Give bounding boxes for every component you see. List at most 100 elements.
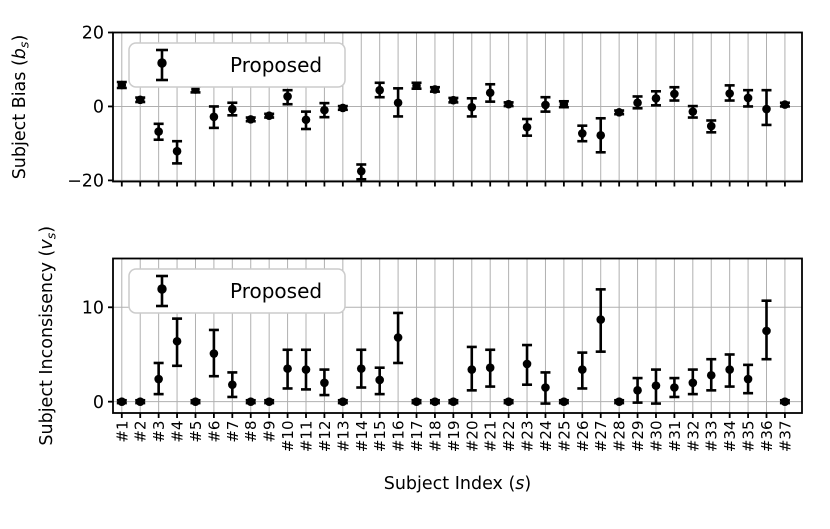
errorbar-point [172,317,183,368]
axes-spines [112,257,803,414]
legend-label: Proposed [230,279,322,303]
x-tick-label: #5 [187,421,205,443]
errorbar-point [687,104,698,119]
errorbar-point [411,397,422,406]
legend: Proposed [128,42,346,88]
x-tick-label: #26 [574,421,592,453]
errorbar-point [503,397,514,406]
errorbar-point [761,299,772,361]
x-tick-label: #28 [611,421,629,453]
x-tick-label: #17 [408,421,426,453]
x-tick-label: #9 [261,421,279,443]
errorbar-point [485,82,496,103]
errorbar-point [393,87,404,118]
errorbar-point [264,397,275,406]
x-tick-label: #27 [592,421,610,453]
y-tick-label: 0 [93,393,104,413]
x-tick-label: #6 [205,421,223,443]
x-tick-label: #7 [224,421,242,443]
legend-label: Proposed [230,53,322,77]
x-tick-label: #12 [316,421,334,453]
errorbar-point [522,343,533,386]
x-tick-label: #31 [666,421,684,453]
errorbar-point [227,371,238,399]
errorbar-point [632,376,643,404]
y-tick-label: 20 [82,24,104,44]
x-tick-label: #23 [519,421,537,453]
errorbar-point [337,397,348,406]
errorbar-point [577,124,588,143]
errorbar-point [503,99,514,109]
errorbar-point [301,110,311,131]
x-tick-label: #16 [390,421,408,453]
errorbar-point [374,81,385,99]
errorbar-point [319,101,330,119]
errorbar-point [485,348,496,388]
errorbar-point [153,361,164,396]
errorbar-point [301,348,311,391]
subject-inconsistency-plot: Proposed 10 0 Subject Inconsisency (vs) [37,226,803,446]
x-tick-label: #3 [150,421,168,443]
errorbar-point [208,328,219,378]
y-tick-label: 10 [82,298,104,318]
errorbar-point [411,81,422,91]
errorbar-point [208,105,219,130]
errorbar-point [614,397,625,406]
errorbar-point [687,368,698,396]
x-ticks [120,413,786,418]
x-tick-label: #20 [463,421,481,453]
x-tick-label: #8 [242,421,260,443]
errorbar-point [614,108,625,117]
errorbar-point [337,103,348,113]
errorbar-point [116,397,127,406]
x-tick-label: #35 [740,421,758,453]
x-tick-label: #21 [482,421,500,453]
x-tick-label: #22 [500,421,518,453]
errorbar-point [116,80,127,90]
x-tick-label: #10 [279,421,297,453]
errorbar-point [595,288,606,353]
x-tick-label: #18 [426,421,444,453]
errorbar-point [669,85,680,102]
y-tick-label: −20 [67,172,104,192]
errorbar-point [356,163,367,181]
errorbar-point [540,371,551,405]
errorbar-point [448,397,459,406]
x-tick-label: #13 [334,421,352,453]
x-tick-label: #4 [169,421,187,443]
errorbar-point [650,368,661,405]
x-tick-label: #36 [758,421,776,453]
errorbar-point [319,368,330,397]
errorbar-point [669,376,680,399]
legend-errorbar-icon [156,48,168,82]
errorbar-point [245,115,256,124]
errorbar-point [650,89,661,107]
x-tick-label: #37 [776,421,794,453]
y-tick-label: 0 [93,98,104,118]
errorbar-point [632,95,643,110]
x-tick-label: #25 [555,421,573,453]
errorbar-point [282,88,293,106]
errorbar-point [135,95,146,105]
subject-bias-plot: Proposed 20 0 −20 Subject Bias (bs) [10,24,803,192]
errorbar-point [706,357,717,392]
x-tick-labels: #1 #2 #3 #4 #5 #6 #7 #8 #9 #10 #11 #12 #13 #14 #15 #16 #… [113,421,794,453]
x-tick-label: #14 [353,421,371,453]
errorbar-point [282,348,293,390]
errorbar-point [540,95,551,113]
errorbar-point [522,117,533,137]
y-axis: 20 0 −20 [67,24,113,192]
errorbar-point [245,397,256,406]
x-tick-label: #2 [132,421,150,443]
errorbar-point [264,111,275,120]
x-ticks [120,181,786,187]
errorbar-point [135,397,146,406]
errorbar-point [393,311,404,365]
x-tick-label: #15 [371,421,389,453]
x-tick-label: #19 [445,421,463,453]
x-tick-label: #1 [113,421,131,443]
y-axis: 10 0 [82,298,113,413]
errorbar-point [172,139,183,165]
